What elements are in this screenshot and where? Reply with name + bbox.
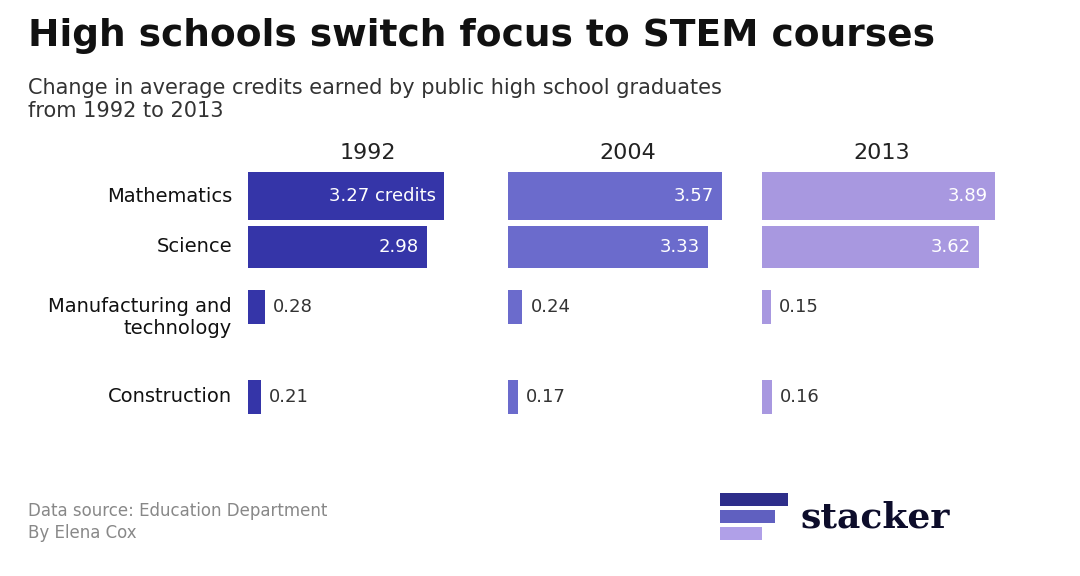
Bar (248, 290, 265, 324)
Bar (762, 380, 771, 414)
Bar (720, 493, 788, 506)
Text: 0.24: 0.24 (530, 298, 570, 316)
Text: 0.17: 0.17 (526, 388, 566, 406)
Text: 2.98: 2.98 (379, 238, 419, 256)
Bar (508, 226, 707, 268)
Bar (508, 290, 523, 324)
Text: Construction: Construction (108, 388, 232, 407)
Text: 3.33: 3.33 (660, 238, 700, 256)
Text: 0.16: 0.16 (780, 388, 820, 406)
Text: Manufacturing and
technology: Manufacturing and technology (49, 297, 232, 338)
Bar (762, 226, 980, 268)
Bar (508, 172, 723, 220)
Text: By Elena Cox: By Elena Cox (28, 524, 137, 542)
Bar (762, 290, 771, 324)
Bar (248, 226, 427, 268)
Bar (248, 380, 260, 414)
Text: stacker: stacker (800, 501, 949, 535)
Text: 1992: 1992 (340, 143, 396, 163)
Text: 0.15: 0.15 (779, 298, 819, 316)
Text: 2013: 2013 (853, 143, 910, 163)
Bar (248, 172, 444, 220)
Text: Change in average credits earned by public high school graduates
from 1992 to 20: Change in average credits earned by publ… (28, 78, 721, 121)
Text: 3.62: 3.62 (931, 238, 971, 256)
Text: Science: Science (157, 237, 232, 256)
Bar (508, 380, 518, 414)
Text: 0.28: 0.28 (273, 298, 313, 316)
Text: 3.89: 3.89 (947, 187, 987, 205)
Text: High schools switch focus to STEM courses: High schools switch focus to STEM course… (28, 18, 935, 54)
Text: 0.21: 0.21 (269, 388, 309, 406)
Text: Mathematics: Mathematics (107, 187, 232, 206)
Text: 3.57: 3.57 (674, 187, 714, 205)
Bar (720, 510, 775, 523)
Text: 2004: 2004 (599, 143, 657, 163)
Bar (762, 172, 996, 220)
Text: Data source: Education Department: Data source: Education Department (28, 502, 327, 520)
Bar (720, 527, 762, 540)
Text: 3.27 credits: 3.27 credits (329, 187, 436, 205)
